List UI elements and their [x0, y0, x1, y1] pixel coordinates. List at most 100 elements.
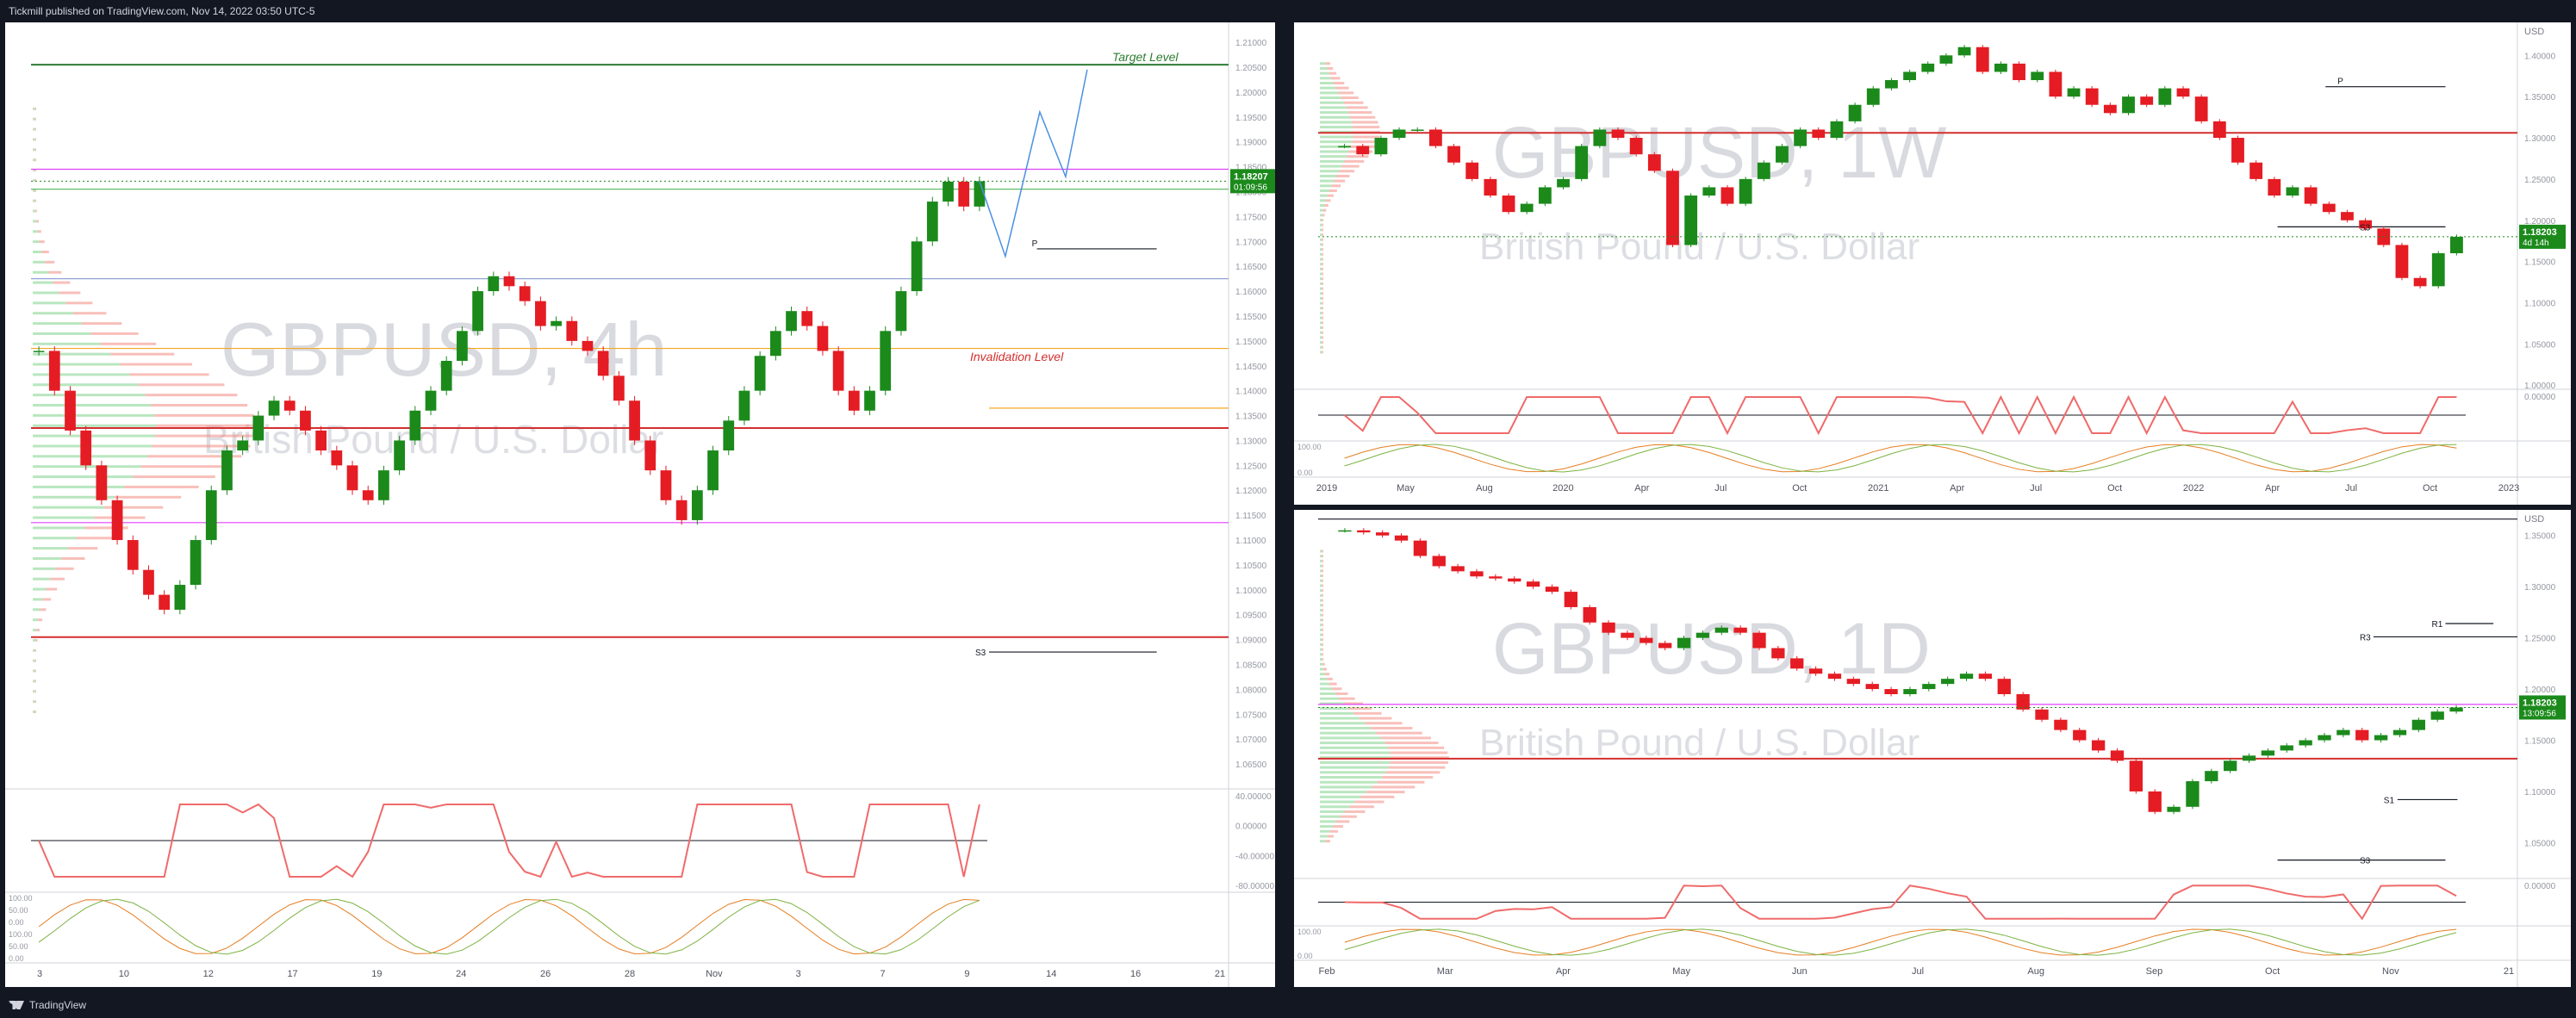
volume-profile-bar-up [33, 363, 121, 366]
chart-panel-1d[interactable]: GBPUSD, 1D British Pound / U.S. Dollar USD… [1294, 510, 2571, 987]
stochastic-d-line [38, 898, 980, 955]
candle-body [1865, 684, 1879, 690]
volume-profile-bar-up [1320, 673, 1326, 676]
volume-profile-bar-down [1322, 341, 1323, 345]
volume-profile-bar-down [1323, 208, 1327, 212]
candle-body [2212, 121, 2226, 139]
candle-body [1903, 71, 1916, 81]
candle-body [1484, 178, 1497, 196]
volume-profile-bar-down [1322, 287, 1323, 290]
volume-profile-bar-up [33, 270, 49, 274]
volume-profile-bar-up [1320, 301, 1322, 305]
candle-body [268, 400, 280, 416]
chart-panel-4h[interactable]: GBPUSD, 4h British Pound / U.S. Dollar 1.2… [5, 22, 1275, 987]
candle-body [2129, 760, 2143, 791]
tradingview-logo[interactable]: TradingView [9, 992, 86, 1018]
volume-profile-bar-up [1320, 145, 1351, 148]
footer-bar: TradingView [0, 992, 2576, 1018]
stochastic-tick-label: 100.00 [9, 894, 33, 903]
volume-profile-bar-down [1353, 135, 1380, 139]
volume-profile-bar-up [1320, 316, 1322, 320]
volume-profile-bar-down [48, 270, 62, 274]
volume-profile-bar-up [1320, 179, 1335, 183]
volume-profile-bar-up [33, 618, 39, 622]
volume-profile-bar-up [1320, 111, 1349, 115]
volume-profile-bar-down [1322, 336, 1323, 339]
candle-body [111, 500, 123, 541]
x-tick-label: 16 [1130, 969, 1141, 979]
volume-profile-bar-down [1372, 785, 1416, 789]
volume-profile-bar-up [33, 424, 156, 427]
volume-profile-bar-down [1334, 179, 1346, 183]
candle-body [488, 276, 500, 292]
candle-body [1392, 129, 1406, 139]
volume-profile-bar-up [33, 587, 47, 591]
candle-body [535, 301, 546, 326]
volume-profile-bar-down [1343, 101, 1364, 104]
candle-body [2355, 729, 2369, 741]
x-tick-label: 2022 [2183, 483, 2204, 493]
volume-profile-bar-up [1320, 263, 1322, 266]
volume-profile-bar-down [34, 127, 36, 131]
candle-body [1941, 679, 1955, 685]
chart-panel-1w[interactable]: GBPUSD, 1W British Pound / U.S. Dollar USD… [1294, 22, 2571, 505]
volume-profile-bar-down [1390, 751, 1448, 754]
candle-body [1976, 47, 1989, 72]
volume-profile-bar-down [1322, 243, 1323, 246]
volume-profile-bar-up [1320, 296, 1322, 300]
volume-profile-bar-up [1320, 840, 1326, 843]
candle-body [958, 181, 970, 207]
volume-profile-bar-up [1320, 593, 1322, 597]
candle-body [2430, 711, 2444, 720]
chart-1d-svg[interactable]: GBPUSD, 1D British Pound / U.S. Dollar USD… [1294, 510, 2571, 987]
x-tick-label: 12 [203, 969, 214, 979]
volume-profile-bar-up [33, 251, 42, 253]
candle-body [237, 440, 249, 451]
candle-body [315, 430, 327, 451]
candle-body [1939, 55, 1953, 64]
y-tick-label: 1.17500 [1235, 213, 1267, 222]
y-tick-label: 1.20500 [1235, 64, 1267, 73]
candle-body [1432, 556, 1446, 567]
volume-profile-bar-down [1327, 835, 1334, 838]
volume-profile-bar-up [33, 444, 152, 448]
volume-profile-bar-down [1322, 321, 1323, 325]
candle-body [613, 376, 625, 401]
invalidation-level-label: Invalidation Level [970, 350, 1064, 363]
candle-body [2035, 709, 2049, 720]
volume-profile-bar-up [33, 322, 82, 326]
candle-body [1978, 673, 1993, 680]
x-tick-label: 7 [880, 969, 886, 979]
candle-body [1410, 129, 1424, 131]
volume-profile-bar-down [1322, 579, 1323, 582]
candle-body [190, 540, 202, 586]
candle-body [817, 326, 829, 351]
x-tick-label: 2019 [1316, 483, 1337, 493]
volume-profile-bar-down [1352, 140, 1378, 144]
volume-profile-bar-down [123, 485, 199, 488]
candle-body [283, 400, 296, 411]
volume-profile-bar-down [1335, 174, 1350, 177]
volume-profile-bar-down [34, 107, 36, 110]
volume-profile-bar-down [1332, 825, 1344, 829]
candle-body [2049, 71, 2063, 97]
x-tick-label: 10 [119, 969, 129, 979]
candle-body [2322, 203, 2336, 213]
volume-profile-bar-up [33, 526, 85, 530]
volume-profile-bar-up [1320, 731, 1377, 735]
volume-profile-bar-down [1322, 331, 1323, 334]
candle-body [127, 540, 139, 570]
volume-profile-bar-down [1322, 599, 1323, 602]
candle-body [1696, 632, 1710, 638]
candle-body [2450, 236, 2463, 254]
volume-profile-bar-up [1320, 258, 1322, 261]
volume-profile-bar-down [154, 413, 254, 417]
volume-profile-bar-down [155, 424, 257, 427]
volume-profile-bar-down [76, 537, 113, 540]
volume-profile-bar-up [1320, 91, 1339, 95]
pivot-label: P [2337, 78, 2343, 87]
oscillator-line [38, 803, 980, 878]
volume-profile-bar-up [1320, 199, 1326, 202]
